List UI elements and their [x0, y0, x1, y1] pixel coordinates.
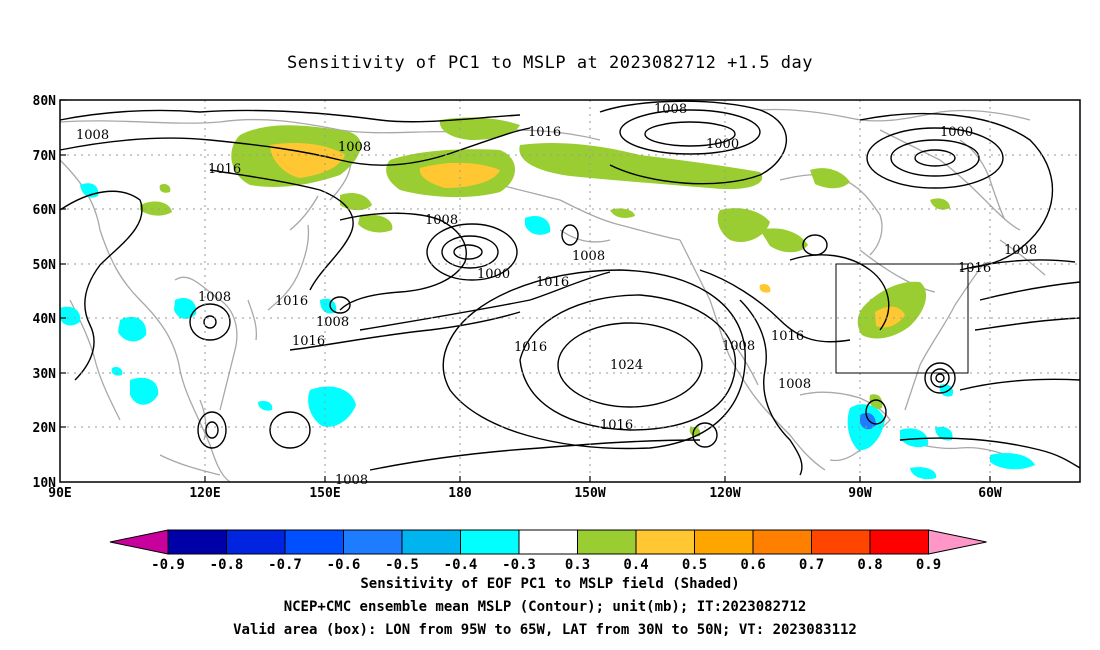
contour-label: 1016 [536, 275, 569, 290]
colorbar [109, 529, 987, 555]
colorbar-tick-label: -0.4 [444, 557, 478, 573]
lon-tick-label: 120W [709, 486, 740, 501]
caption-line-1: Sensitivity of EOF PC1 to MSLP field (Sh… [360, 576, 739, 592]
colorbar-segment [401, 529, 461, 555]
contour-label: 1008 [722, 339, 755, 354]
contour-label: 1008 [335, 473, 368, 488]
valid-area-box [835, 263, 969, 374]
lon-tick-label: 180 [448, 486, 472, 501]
contour-label: 1016 [208, 162, 241, 177]
contour-label: 1008 [338, 140, 371, 155]
contour-label: 1008 [778, 377, 811, 392]
colorbar-tick-label: -0.8 [210, 557, 244, 573]
colorbar-tick-label: 0.5 [682, 557, 707, 573]
colorbar-segment [226, 529, 286, 555]
lat-tick-label: 40N [33, 312, 57, 327]
colorbar-segment [635, 529, 695, 555]
latitude-labels: 80N 70N 60N 50N 40N 30N 20N 10N [33, 94, 57, 491]
lat-tick-label: 20N [33, 421, 57, 436]
caption-line-3: Valid area (box): LON from 95W to 65W, L… [233, 622, 857, 638]
colorbar-tick-label: -0.6 [327, 557, 361, 573]
contour-labels: 1008 1008 1016 1008 1016 1000 1008 1000 … [76, 102, 1037, 488]
colorbar-tick-label: -0.5 [385, 557, 419, 573]
lat-tick-label: 80N [33, 94, 57, 109]
lon-tick-label: 150E [309, 486, 340, 501]
map-panel: 1008 1008 1016 1008 1016 1000 1008 1000 … [33, 94, 1081, 501]
colorbar-tick-label: -0.3 [502, 557, 536, 573]
colorbar-labels: -0.9 -0.8 -0.7 -0.6 -0.5 -0.4 -0.3 0.3 0.4 0.5 0.6… [151, 557, 941, 573]
graticule [60, 100, 1080, 482]
contour-label: 1016 [600, 418, 633, 433]
tick-marks [60, 99, 991, 482]
contour-label: 1008 [198, 290, 231, 305]
colorbar-segment [518, 529, 578, 555]
contour-label: 1008 [316, 315, 349, 330]
contour-label: 1016 [958, 261, 991, 276]
sensitivity-shading [60, 117, 1035, 480]
colorbar-segment [869, 529, 929, 555]
lat-tick-label: 30N [33, 367, 57, 382]
lon-tick-label: 90W [848, 486, 872, 501]
contour-label: 1016 [771, 329, 804, 344]
contour-label: 1008 [425, 213, 458, 228]
mslp-contours [59, 100, 1081, 476]
colorbar-segment [752, 529, 812, 555]
colorbar-tick-label: 0.4 [623, 557, 648, 573]
contour-label: 1008 [1004, 243, 1037, 258]
contour-label: 1000 [477, 267, 510, 282]
lon-tick-label: 60W [978, 486, 1002, 501]
contour-label: 1016 [275, 294, 308, 309]
lat-tick-label: 70N [33, 149, 57, 164]
colorbar-high-extension [928, 529, 987, 555]
contour-label: 1008 [572, 249, 605, 264]
colorbar-tick-label: 0.9 [916, 557, 941, 573]
contour-label: 1024 [610, 358, 643, 373]
contour-label: 1000 [940, 125, 973, 140]
contour-label: 1016 [528, 125, 561, 140]
contour-label: 1008 [654, 102, 687, 117]
coastlines [59, 108, 1046, 483]
colorbar-segment [811, 529, 871, 555]
colorbar-tick-label: 0.3 [565, 557, 590, 573]
map-frame [59, 99, 1081, 483]
contour-label: 1016 [292, 334, 325, 349]
colorbar-tick-label: -0.7 [268, 557, 302, 573]
colorbar-tick-label: 0.7 [799, 557, 824, 573]
colorbar-low-extension [109, 529, 169, 555]
contour-label: 1016 [514, 340, 547, 355]
colorbar-tick-label: -0.9 [151, 557, 185, 573]
colorbar-segment [167, 529, 227, 555]
lon-tick-label: 150W [574, 486, 605, 501]
lat-tick-label: 60N [33, 203, 57, 218]
colorbar-segment [577, 529, 637, 555]
colorbar-segment [460, 529, 520, 555]
colorbar-tick-label: 0.8 [857, 557, 882, 573]
figure-title: Sensitivity of PC1 to MSLP at 2023082712… [287, 53, 813, 73]
colorbar-tick-label: 0.6 [740, 557, 765, 573]
colorbar-segment [694, 529, 754, 555]
lat-tick-label: 50N [33, 258, 57, 273]
lon-tick-label: 90E [48, 486, 71, 501]
caption-line-2: NCEP+CMC ensemble mean MSLP (Contour); u… [284, 599, 807, 615]
captions: Sensitivity of EOF PC1 to MSLP field (Sh… [233, 576, 857, 638]
colorbar-segment [343, 529, 403, 555]
colorbar-segment [284, 529, 344, 555]
contour-label: 1000 [706, 137, 739, 152]
lat-tick-label: 10N [33, 476, 57, 491]
contour-label: 1008 [76, 128, 109, 143]
longitude-labels: 90E 120E 150E 180 150W 120W 90W 60W [48, 486, 1002, 501]
lon-tick-label: 120E [189, 486, 220, 501]
